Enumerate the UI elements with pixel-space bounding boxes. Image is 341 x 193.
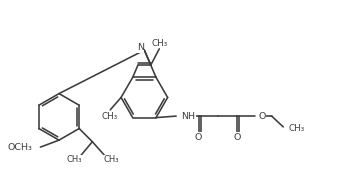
Text: CH₃: CH₃ bbox=[289, 124, 305, 133]
Text: CH₃: CH₃ bbox=[67, 155, 82, 164]
Text: O: O bbox=[258, 112, 265, 121]
Text: NH: NH bbox=[182, 112, 196, 121]
Text: CH₃: CH₃ bbox=[101, 112, 118, 121]
Text: CH₃: CH₃ bbox=[151, 39, 168, 48]
Text: O: O bbox=[195, 133, 202, 141]
Text: CH₃: CH₃ bbox=[103, 155, 119, 164]
Text: O: O bbox=[234, 133, 241, 141]
Text: N: N bbox=[137, 43, 144, 52]
Text: OCH₃: OCH₃ bbox=[8, 143, 33, 152]
